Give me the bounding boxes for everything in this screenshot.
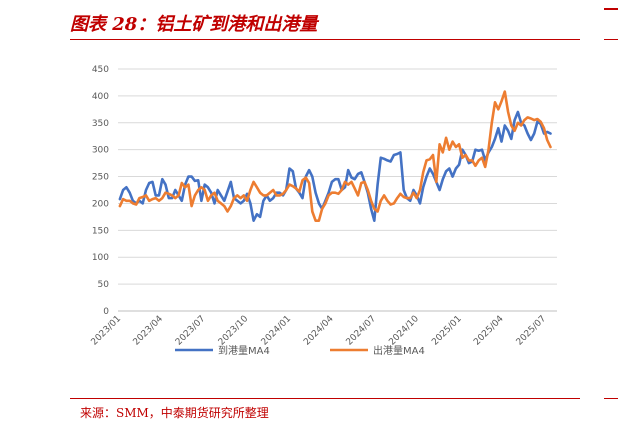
chart-title: 图表 28：铝土矿到港和出港量 — [70, 14, 318, 35]
series-lines — [118, 90, 552, 222]
y-tick-label: 300 — [92, 146, 109, 156]
y-tick-label: 400 — [92, 92, 109, 102]
legend: 到港量MA4 出港量MA4 — [175, 344, 425, 357]
x-axis-ticks: 2023/01 2023/04 2023/07 2023/10 2024/01 2024/… — [90, 314, 549, 348]
series-line-departures — [118, 90, 552, 222]
y-tick-label: 250 — [92, 173, 109, 183]
x-tick-label: 2023/07 — [174, 314, 208, 348]
adjacent-panel-divider — [604, 39, 618, 40]
source-note: 来源：SMM，中泰期货研究所整理 — [80, 406, 269, 420]
x-tick-label: 2024/04 — [302, 314, 336, 348]
y-tick-label: 0 — [103, 307, 109, 317]
adjacent-panel-bottom-divider — [604, 398, 618, 399]
x-tick-label: 2025/04 — [472, 314, 506, 348]
title-divider — [70, 39, 580, 40]
legend-label: 出港量MA4 — [373, 344, 425, 357]
y-tick-label: 150 — [92, 226, 109, 236]
x-tick-label: 2023/01 — [90, 314, 124, 348]
legend-label: 到港量MA4 — [218, 345, 270, 357]
y-tick-label: 200 — [92, 199, 109, 209]
x-tick-label: 2023/04 — [132, 314, 166, 348]
x-tick-label: 2024/01 — [260, 314, 294, 348]
x-tick-label: 2024/07 — [345, 314, 379, 348]
y-tick-label: 350 — [92, 119, 109, 129]
y-tick-label: 450 — [92, 65, 109, 75]
grid-lines — [118, 68, 557, 312]
x-tick-label: 2024/10 — [387, 314, 421, 348]
adjacent-panel-rule — [604, 8, 618, 10]
source-divider — [70, 398, 580, 399]
x-tick-label: 2025/07 — [515, 314, 549, 348]
y-tick-label: 100 — [92, 253, 109, 263]
x-tick-label: 2023/10 — [217, 314, 251, 348]
y-tick-label: 50 — [98, 280, 110, 290]
x-tick-label: 2025/01 — [430, 314, 464, 348]
series-line-arrivals — [118, 110, 552, 222]
y-axis-ticks: 0 50 100 150 200 250 300 350 400 450 — [92, 65, 109, 317]
